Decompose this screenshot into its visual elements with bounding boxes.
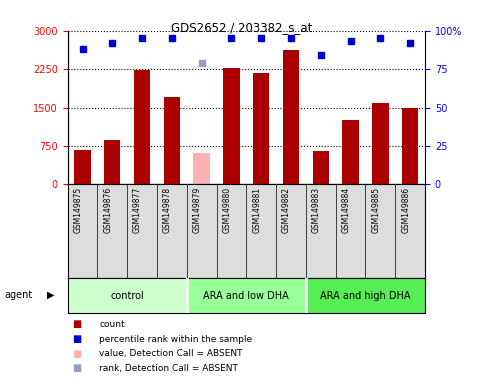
Text: GSM149877: GSM149877 (133, 187, 142, 233)
Text: ■: ■ (72, 349, 82, 359)
Bar (104, 140, 120, 184)
Bar (223, 68, 240, 184)
Text: ■: ■ (72, 319, 82, 329)
Bar (283, 50, 299, 184)
Bar (372, 103, 388, 184)
Text: rank, Detection Call = ABSENT: rank, Detection Call = ABSENT (99, 364, 238, 373)
Bar (194, 152, 210, 184)
Text: GSM149875: GSM149875 (73, 187, 83, 233)
Text: GSM149886: GSM149886 (401, 187, 410, 233)
Text: ■: ■ (72, 363, 82, 373)
Text: ARA and low DHA: ARA and low DHA (203, 291, 289, 301)
Bar (402, 108, 418, 184)
Bar (313, 151, 329, 184)
Text: GSM149878: GSM149878 (163, 187, 172, 233)
Bar (306, 278, 425, 313)
Text: GSM149879: GSM149879 (193, 187, 202, 233)
Text: value, Detection Call = ABSENT: value, Detection Call = ABSENT (99, 349, 242, 358)
Text: GSM149881: GSM149881 (252, 187, 261, 233)
Text: ▶: ▶ (47, 290, 55, 300)
Text: ARA and high DHA: ARA and high DHA (320, 291, 411, 301)
Bar (68, 278, 187, 313)
Text: GSM149883: GSM149883 (312, 187, 321, 233)
Bar (134, 70, 150, 184)
Bar (74, 150, 91, 184)
Bar (253, 73, 270, 184)
Text: control: control (110, 291, 144, 301)
Text: agent: agent (5, 290, 33, 300)
Text: GSM149884: GSM149884 (341, 187, 351, 233)
Text: GSM149880: GSM149880 (223, 187, 231, 233)
Text: GSM149885: GSM149885 (371, 187, 381, 233)
Text: GSM149876: GSM149876 (103, 187, 112, 233)
Text: GSM149882: GSM149882 (282, 187, 291, 233)
Bar (187, 278, 306, 313)
Text: count: count (99, 320, 125, 329)
Text: GDS2652 / 203382_s_at: GDS2652 / 203382_s_at (171, 21, 312, 34)
Bar (164, 97, 180, 184)
Text: ■: ■ (72, 334, 82, 344)
Bar (342, 120, 359, 184)
Text: percentile rank within the sample: percentile rank within the sample (99, 334, 252, 344)
